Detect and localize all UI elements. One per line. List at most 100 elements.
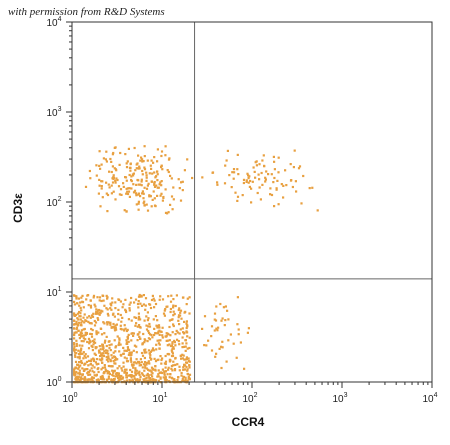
scatter-point [125, 368, 128, 371]
scatter-point [104, 368, 107, 371]
scatter-point [282, 184, 285, 187]
scatter-point [153, 171, 156, 174]
scatter-point [184, 378, 187, 381]
scatter-point [99, 354, 102, 358]
scatter-point [94, 353, 97, 356]
scatter-point [113, 355, 117, 359]
scatter-point [136, 380, 139, 383]
scatter-point [87, 359, 91, 362]
scatter-point [186, 297, 189, 300]
scatter-point [77, 297, 80, 300]
scatter-point [73, 370, 76, 373]
scatter-point [142, 197, 145, 200]
scatter-point [145, 374, 148, 377]
scatter-point [125, 179, 128, 182]
scatter-point [116, 367, 119, 370]
scatter-point [171, 350, 174, 353]
scatter-point [105, 369, 108, 373]
scatter-point [94, 312, 97, 315]
scatter-point [232, 342, 235, 345]
scatter-point [223, 182, 227, 185]
scatter-point [119, 151, 122, 155]
scatter-point [159, 181, 162, 184]
scatter-point [236, 323, 239, 326]
scatter-point [114, 357, 117, 360]
scatter-point [253, 170, 256, 173]
scatter-point [128, 309, 131, 312]
scatter-point [78, 369, 81, 372]
scatter-point [185, 366, 188, 369]
scatter-point [245, 179, 248, 182]
scatter-point [148, 333, 152, 336]
scatter-point [145, 203, 148, 206]
scatter-point [133, 377, 136, 380]
scatter-point [141, 158, 144, 161]
scatter-point [215, 305, 218, 308]
scatter-point [311, 186, 314, 189]
scatter-point [79, 333, 82, 337]
scatter-point [107, 314, 110, 317]
scatter-point [80, 309, 83, 312]
scatter-point [149, 164, 152, 167]
scatter-point [79, 332, 82, 335]
scatter-point [137, 179, 140, 182]
scatter-point [168, 325, 171, 329]
scatter-point [166, 212, 169, 215]
scatter-point [90, 327, 93, 331]
scatter-point [83, 321, 86, 324]
scatter-point [137, 208, 140, 211]
scatter-point [118, 341, 121, 344]
scatter-point [292, 166, 295, 169]
points-layer [73, 145, 319, 384]
scatter-point [236, 153, 239, 156]
scatter-point [135, 351, 138, 354]
scatter-point [127, 374, 130, 377]
scatter-point [89, 322, 92, 325]
scatter-point [85, 360, 89, 363]
scatter-point [177, 319, 180, 322]
scatter-point [96, 296, 99, 299]
scatter-point [84, 333, 87, 337]
scatter-point [156, 186, 159, 189]
scatter-point [79, 349, 83, 352]
scatter-point [112, 359, 115, 363]
scatter-point [115, 177, 118, 180]
scatter-point [84, 362, 87, 365]
scatter-point [100, 299, 103, 303]
scatter-point [89, 360, 93, 363]
scatter-point [99, 205, 102, 208]
scatter-point [216, 183, 219, 186]
scatter-point [185, 361, 188, 364]
scatter-point [118, 378, 121, 381]
scatter-point [98, 178, 101, 181]
scatter-point [168, 376, 171, 379]
scatter-point [267, 173, 270, 176]
scatter-point [109, 307, 112, 310]
scatter-point [78, 372, 81, 375]
scatter-point [308, 187, 311, 190]
scatter-point [82, 316, 85, 319]
scatter-point [149, 358, 153, 361]
scatter-point [137, 318, 140, 321]
scatter-point [137, 154, 140, 157]
scatter-point [167, 158, 171, 161]
scatter-point [291, 185, 294, 189]
scatter-point [185, 320, 188, 323]
scatter-point [138, 167, 141, 170]
scatter-point [73, 303, 76, 306]
scatter-point [246, 331, 249, 334]
scatter-point [235, 356, 238, 359]
scatter-point [141, 173, 144, 176]
scatter-point [124, 309, 127, 312]
scatter-point [170, 344, 173, 347]
scatter-point [150, 366, 154, 369]
scatter-point [91, 349, 94, 352]
scatter-point [181, 342, 184, 345]
scatter-point [119, 343, 122, 346]
scatter-point [228, 174, 231, 177]
scatter-point [78, 355, 81, 358]
scatter-point [117, 372, 120, 375]
scatter-point [158, 333, 161, 336]
scatter-point [178, 332, 181, 335]
scatter-point [128, 187, 131, 190]
